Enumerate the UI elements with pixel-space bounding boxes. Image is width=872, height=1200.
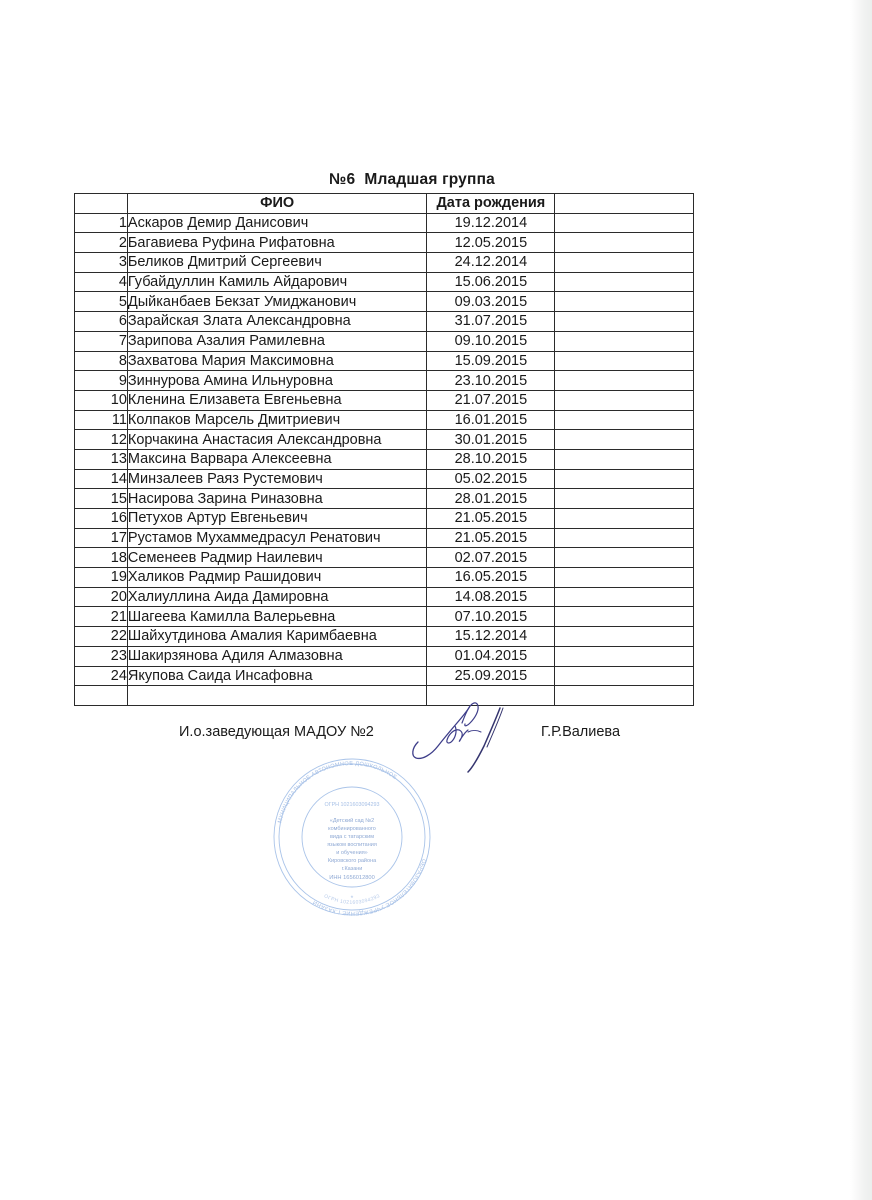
svg-text:«Детский сад №2: «Детский сад №2 [330,817,374,824]
svg-text:ОБРАЗОВАТЕЛЬНОЕ УЧРЕЖДЕНИЕ Г.К: ОБРАЗОВАТЕЛЬНОЕ УЧРЕЖДЕНИЕ Г.КАЗАНИ [311,856,432,917]
svg-text:языком воспитания: языком воспитания [327,842,377,848]
svg-text:вида с татарским: вида с татарским [330,834,374,840]
svg-text:и обучения»: и обучения» [336,850,368,856]
svg-text:ОГРН 1021603094293: ОГРН 1021603094293 [324,802,379,808]
svg-text:ИНН 1656012800: ИНН 1656012800 [329,875,375,881]
svg-text:Кировского района: Кировского района [328,857,377,864]
svg-text:*: * [351,895,354,902]
svg-text:МУНИЦИПАЛЬНОЕ АВТОНОМНОЕ ДОШКО: МУНИЦИПАЛЬНОЕ АВТОНОМНОЕ ДОШКОЛЬНОЕ [272,757,399,826]
svg-text:г.Казани: г.Казани [342,866,363,872]
svg-text:комбинированного: комбинированного [328,826,376,832]
